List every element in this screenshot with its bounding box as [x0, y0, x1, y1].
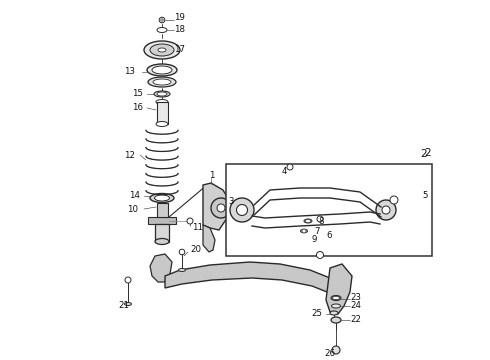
Text: 11: 11: [192, 224, 203, 233]
Polygon shape: [203, 225, 215, 252]
Polygon shape: [203, 183, 229, 230]
Text: 24: 24: [350, 302, 361, 310]
Bar: [156, 202, 168, 216]
Text: 13: 13: [124, 68, 135, 77]
Text: 26: 26: [324, 350, 336, 359]
Circle shape: [179, 249, 185, 255]
Circle shape: [187, 218, 193, 224]
Text: 2: 2: [424, 148, 431, 158]
Text: 8: 8: [318, 216, 323, 225]
Polygon shape: [150, 254, 172, 282]
Text: 18: 18: [174, 26, 185, 35]
Circle shape: [161, 19, 163, 21]
Circle shape: [317, 216, 323, 222]
Ellipse shape: [152, 66, 172, 74]
Ellipse shape: [332, 304, 341, 308]
Circle shape: [332, 346, 340, 354]
Text: 16: 16: [132, 104, 143, 112]
Ellipse shape: [300, 229, 308, 233]
Circle shape: [237, 204, 247, 216]
Circle shape: [302, 229, 306, 233]
Ellipse shape: [304, 219, 312, 223]
Ellipse shape: [157, 27, 167, 32]
Ellipse shape: [147, 64, 177, 76]
Circle shape: [159, 17, 165, 23]
Ellipse shape: [156, 122, 168, 126]
Ellipse shape: [150, 44, 174, 56]
Text: 2: 2: [420, 149, 427, 159]
Text: 9: 9: [312, 234, 318, 243]
Polygon shape: [302, 235, 306, 243]
Ellipse shape: [150, 194, 174, 202]
Ellipse shape: [155, 238, 169, 244]
Bar: [226, 164, 432, 256]
Text: 19: 19: [174, 13, 185, 22]
Ellipse shape: [154, 91, 170, 97]
Text: 7: 7: [314, 226, 319, 235]
Circle shape: [211, 198, 231, 218]
Polygon shape: [165, 262, 344, 302]
Circle shape: [230, 198, 254, 222]
Ellipse shape: [178, 269, 186, 271]
Text: 20: 20: [190, 246, 201, 255]
Ellipse shape: [330, 311, 338, 315]
Ellipse shape: [154, 195, 170, 201]
Polygon shape: [148, 216, 176, 224]
Ellipse shape: [148, 77, 176, 87]
Text: 6: 6: [326, 230, 332, 239]
Text: 14: 14: [129, 192, 140, 201]
Ellipse shape: [156, 99, 168, 104]
Ellipse shape: [331, 296, 341, 301]
Ellipse shape: [158, 48, 166, 52]
Ellipse shape: [305, 220, 311, 222]
Ellipse shape: [331, 317, 341, 323]
Ellipse shape: [157, 92, 167, 96]
Ellipse shape: [144, 41, 180, 59]
Circle shape: [217, 204, 225, 212]
Circle shape: [376, 200, 396, 220]
Text: 22: 22: [350, 315, 361, 324]
Ellipse shape: [333, 296, 340, 300]
Circle shape: [390, 196, 398, 204]
Polygon shape: [386, 190, 400, 210]
Circle shape: [382, 206, 390, 214]
Text: 3: 3: [228, 198, 234, 207]
Bar: [155, 224, 169, 242]
Bar: [156, 102, 168, 124]
Circle shape: [287, 164, 293, 170]
Ellipse shape: [153, 79, 171, 85]
Text: 23: 23: [350, 293, 361, 302]
Text: 12: 12: [124, 150, 135, 159]
Text: 17: 17: [174, 45, 185, 54]
Text: 25: 25: [311, 309, 322, 318]
Polygon shape: [326, 264, 352, 314]
Circle shape: [125, 277, 131, 283]
Circle shape: [317, 252, 323, 258]
Text: 5: 5: [422, 192, 427, 201]
Ellipse shape: [124, 302, 131, 306]
Text: 10: 10: [127, 204, 138, 213]
Text: 21: 21: [118, 302, 129, 310]
Text: 1: 1: [209, 171, 215, 180]
Text: 15: 15: [132, 90, 143, 99]
Text: 4: 4: [282, 167, 288, 176]
